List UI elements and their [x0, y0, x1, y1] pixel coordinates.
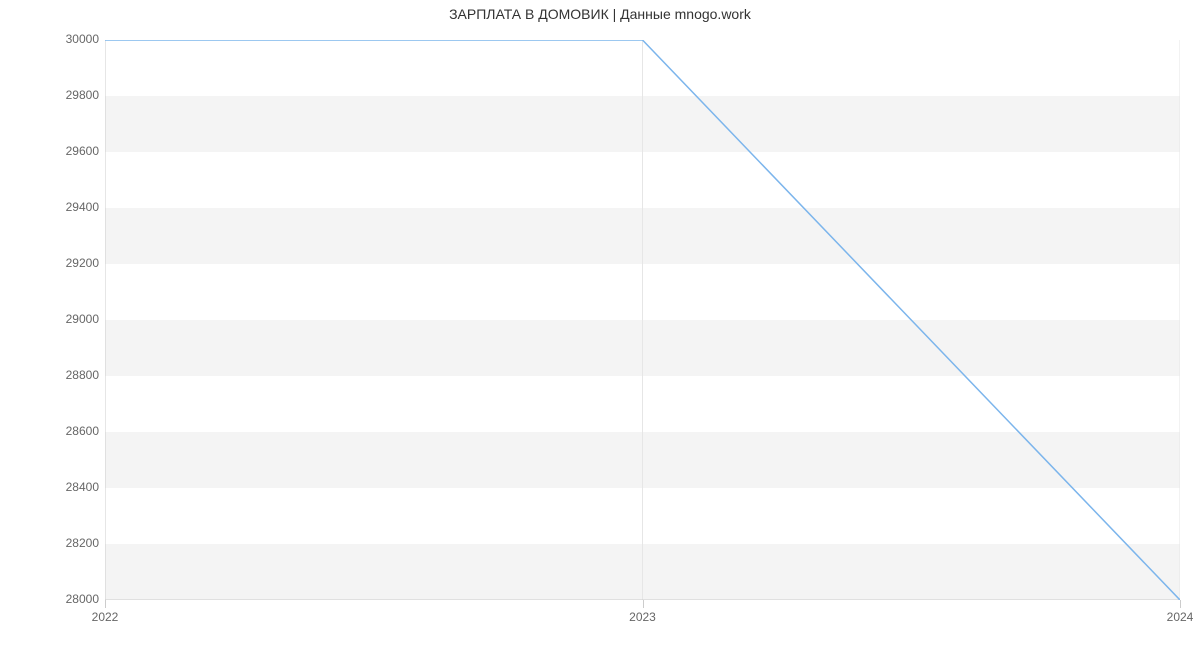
- y-tick-label: 28200: [66, 536, 99, 550]
- chart-title: ЗАРПЛАТА В ДОМОВИК | Данные mnogo.work: [0, 6, 1200, 22]
- y-tick-label: 29800: [66, 88, 99, 102]
- plot-area: [105, 40, 1180, 600]
- y-tick-label: 29600: [66, 144, 99, 158]
- x-tick-label: 2022: [92, 610, 119, 624]
- y-tick-label: 28600: [66, 424, 99, 438]
- y-tick-label: 30000: [66, 32, 99, 46]
- x-tick-label: 2024: [1167, 610, 1194, 624]
- y-tick-label: 29400: [66, 200, 99, 214]
- y-tick-label: 29000: [66, 312, 99, 326]
- x-tick-label: 2023: [629, 610, 656, 624]
- salary-chart: ЗАРПЛАТА В ДОМОВИК | Данные mnogo.work 2…: [0, 0, 1200, 650]
- y-tick-label: 28000: [66, 592, 99, 606]
- y-tick-label: 29200: [66, 256, 99, 270]
- y-tick-label: 28400: [66, 480, 99, 494]
- y-tick-label: 28800: [66, 368, 99, 382]
